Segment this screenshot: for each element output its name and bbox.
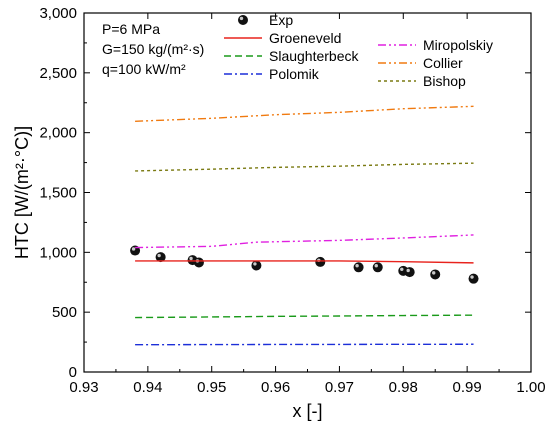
x-tick-label: 0.93 [69, 379, 98, 396]
legend-item-miropolskiy: Miropolskiy [378, 37, 493, 53]
exp-point-highlight [157, 253, 161, 258]
legend-marker-highlight [239, 16, 244, 21]
series-collier [135, 105, 474, 122]
x-tick-label: 1.00 [516, 379, 545, 396]
exp-point-highlight [432, 271, 436, 275]
exp-point-highlight [253, 262, 257, 266]
exp-point [353, 262, 364, 273]
legend-item-slaughterbeck: Slaughterbeck [224, 48, 360, 64]
x-tick-label: 0.97 [325, 379, 354, 396]
series-line-bishop [135, 162, 474, 172]
y-tick-label: 500 [52, 304, 77, 321]
y-tick-label: 3,000 [39, 5, 77, 22]
y-tick-label: 2,000 [39, 125, 77, 142]
legend-item-groeneveld: Groeneveld [224, 30, 341, 46]
axes: 0.93 0.94 0.95 0.96 0.97 0.98 0.99 1.00 0 500 1,00… [12, 5, 546, 421]
condition-text: q=100 kW/m² [102, 61, 186, 77]
exp-point-highlight [470, 275, 474, 279]
exp-point-highlight [406, 268, 410, 273]
legend: Exp Groeneveld Slaughterbeck Polomik Miropol… [224, 12, 493, 89]
annotations: P=6 MPa G=150 kg/(m²·s) q=100 kW/m² Exp Groe… [102, 12, 493, 89]
x-tick-label: 0.96 [261, 379, 290, 396]
legend-item-exp: Exp [238, 12, 293, 28]
series-exp [130, 245, 479, 284]
y-tick-label: 0 [69, 364, 77, 381]
legend-label: Groeneveld [269, 30, 341, 46]
y-tick-label: 2,500 [39, 65, 77, 82]
x-tick-label: 0.95 [197, 379, 226, 396]
condition-text: G=150 kg/(m²·s) [102, 41, 204, 57]
exp-point [372, 262, 383, 273]
legend-item-bishop: Bishop [378, 73, 466, 89]
legend-label: Polomik [269, 66, 320, 82]
exp-point [193, 257, 204, 268]
exp-point-highlight [400, 267, 404, 271]
legend-item-collier: Collier [378, 55, 463, 71]
series-line-miropolskiy [135, 234, 474, 249]
legend-label: Bishop [423, 73, 466, 89]
exp-point [430, 269, 441, 280]
y-tick-label: 1,500 [39, 185, 77, 202]
exp-point-highlight [355, 263, 359, 268]
legend-label: Miropolskiy [423, 37, 493, 53]
x-axis-title: x [-] [293, 401, 323, 421]
condition-text: P=6 MPa [102, 21, 160, 37]
x-tick-label: 0.98 [389, 379, 418, 396]
series-layer [130, 105, 479, 346]
exp-point [251, 260, 262, 271]
series-slaughterbeck [135, 314, 474, 319]
exp-point [404, 267, 415, 278]
legend-marker [238, 15, 248, 25]
y-axis-title: HTC [W/(m²·°C)] [12, 126, 32, 259]
legend-label: Exp [269, 12, 293, 28]
series-bishop [135, 162, 474, 172]
exp-point-highlight [374, 263, 378, 268]
series-line-groeneveld [135, 260, 474, 264]
series-line-collier [135, 105, 474, 122]
series-miropolskiy [135, 234, 474, 249]
y-tick-label: 1,000 [39, 244, 77, 261]
legend-item-polomik: Polomik [224, 66, 320, 82]
series-line-slaughterbeck [135, 314, 474, 319]
legend-label: Slaughterbeck [269, 48, 360, 64]
legend-label: Collier [423, 55, 463, 71]
exp-point [315, 256, 326, 267]
exp-point-highlight [131, 247, 136, 251]
exp-point [468, 273, 479, 284]
series-groeneveld [135, 260, 474, 264]
x-tick-label: 0.94 [133, 379, 162, 396]
x-tick-label: 0.99 [453, 379, 482, 396]
exp-point-highlight [189, 256, 193, 261]
